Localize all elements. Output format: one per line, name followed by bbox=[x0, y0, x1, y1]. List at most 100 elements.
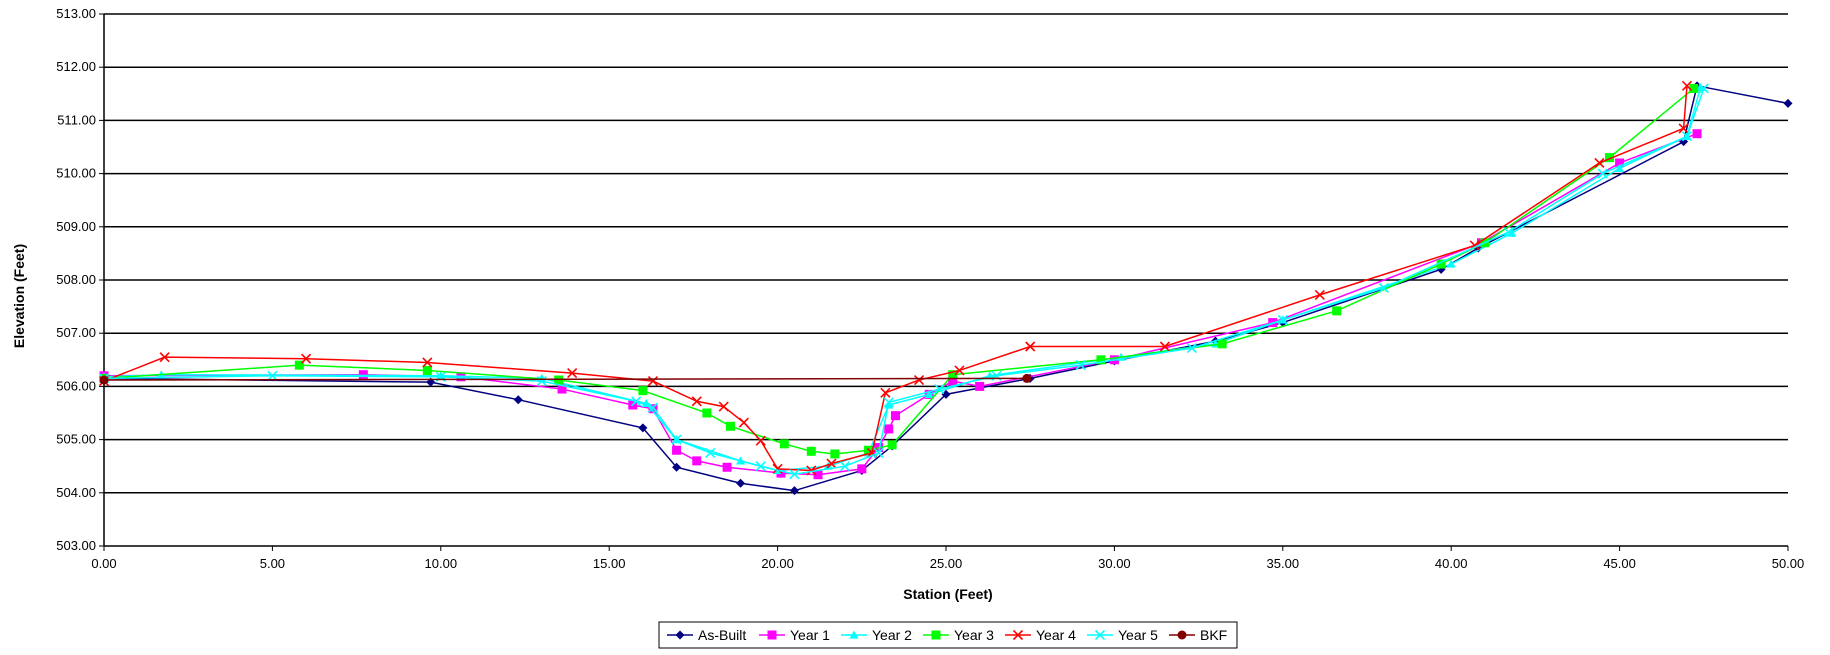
data-point-year-4 bbox=[1594, 157, 1605, 169]
data-point-year-1 bbox=[1615, 158, 1625, 168]
data-point-year-3 bbox=[1096, 355, 1106, 365]
legend-swatch-marker bbox=[767, 630, 777, 640]
x-tick-label: 20.00 bbox=[761, 556, 794, 571]
marker-stroke bbox=[873, 447, 884, 458]
data-point-year-4 bbox=[772, 463, 783, 474]
data-point-year-3 bbox=[725, 421, 735, 431]
data-point-year-4 bbox=[806, 465, 817, 476]
data-point-bkf bbox=[1022, 373, 1032, 383]
legend-swatch-marker bbox=[849, 630, 859, 639]
data-point-year-1 bbox=[672, 445, 682, 455]
data-point-year-5 bbox=[1597, 168, 1608, 179]
series-year-5 bbox=[98, 83, 1709, 480]
data-point-bkf bbox=[99, 375, 109, 385]
data-point-year-3 bbox=[422, 365, 432, 375]
data-point-year-4 bbox=[1025, 341, 1036, 352]
legend-item-year-3: Year 3 bbox=[923, 627, 994, 643]
data-point-as-built bbox=[638, 423, 648, 433]
series-line-year-5 bbox=[103, 88, 1705, 475]
marker-stroke bbox=[954, 365, 965, 376]
data-point-year-3 bbox=[1332, 306, 1342, 316]
marker-stroke bbox=[691, 396, 702, 407]
x-tick-label: 50.00 bbox=[1772, 556, 1805, 571]
data-point-year-5 bbox=[1277, 314, 1288, 325]
marker-stroke bbox=[755, 461, 766, 472]
series-line-year-4 bbox=[103, 85, 1688, 472]
data-point-year-4 bbox=[880, 387, 891, 398]
data-point-year-1 bbox=[813, 470, 823, 480]
marker-stroke bbox=[536, 376, 547, 387]
grid-lines bbox=[104, 13, 1788, 494]
data-point-year-3 bbox=[1689, 83, 1699, 93]
data-point-year-4 bbox=[159, 352, 170, 363]
marker-stroke bbox=[631, 396, 642, 407]
data-point-year-5 bbox=[1681, 131, 1693, 142]
marker-stroke bbox=[883, 397, 894, 408]
data-point-year-3 bbox=[1604, 153, 1614, 163]
data-point-year-4 bbox=[913, 374, 925, 386]
series-year-1 bbox=[99, 129, 1702, 480]
data-point-year-2 bbox=[1446, 259, 1456, 268]
x-tick-label: 15.00 bbox=[593, 556, 626, 571]
data-point-year-4 bbox=[738, 417, 749, 428]
data-point-year-5 bbox=[1503, 227, 1514, 238]
series-line-year-2 bbox=[103, 87, 1702, 472]
marker-stroke bbox=[1678, 123, 1689, 134]
series-line-year-3 bbox=[103, 87, 1695, 455]
x-tick-label: 10.00 bbox=[425, 556, 458, 571]
data-point-as-built bbox=[789, 486, 799, 496]
data-point-year-5 bbox=[267, 370, 278, 381]
data-point-as-built bbox=[736, 478, 746, 488]
marker-stroke bbox=[789, 469, 800, 480]
data-point-year-3 bbox=[887, 440, 897, 450]
marker-stroke bbox=[1378, 282, 1389, 294]
legend-item-as-built: As-Built bbox=[667, 627, 746, 643]
series-year-4 bbox=[98, 80, 1693, 476]
marker-stroke bbox=[806, 465, 817, 476]
y-tick-label: 503.00 bbox=[56, 538, 96, 553]
marker-stroke bbox=[647, 402, 659, 413]
data-point-year-4 bbox=[1681, 80, 1693, 91]
data-point-year-3 bbox=[779, 439, 789, 449]
y-tick-label: 506.00 bbox=[56, 378, 96, 393]
data-point-year-4 bbox=[1159, 341, 1170, 352]
data-point-year-5 bbox=[671, 434, 682, 445]
y-tick-label: 504.00 bbox=[56, 485, 96, 500]
legend-label: BKF bbox=[1200, 627, 1227, 643]
data-point-year-1 bbox=[975, 381, 985, 391]
marker-stroke bbox=[301, 353, 312, 364]
legend-swatch-marker bbox=[931, 630, 941, 640]
data-point-year-3 bbox=[830, 449, 840, 459]
data-point-year-5 bbox=[1698, 83, 1709, 94]
marker-stroke bbox=[1681, 80, 1693, 91]
y-tick-label: 511.00 bbox=[57, 112, 96, 127]
marker-stroke bbox=[647, 376, 659, 387]
marker-stroke bbox=[772, 463, 783, 474]
data-point-year-3 bbox=[806, 446, 816, 456]
legend-item-year-1: Year 1 bbox=[759, 627, 830, 643]
x-tick-label: 30.00 bbox=[1098, 556, 1131, 571]
legend-item-bkf: BKF bbox=[1169, 627, 1227, 643]
data-point-year-5 bbox=[1075, 360, 1086, 371]
y-tick-label: 509.00 bbox=[56, 219, 96, 234]
data-point-as-built bbox=[672, 462, 682, 472]
data-point-as-built bbox=[513, 395, 523, 405]
legend-label: Year 3 bbox=[954, 627, 994, 643]
data-point-year-4 bbox=[691, 396, 702, 407]
marker-stroke bbox=[718, 401, 729, 412]
data-point-year-1 bbox=[857, 464, 867, 474]
data-point-year-4 bbox=[422, 357, 433, 368]
legend-label: Year 1 bbox=[790, 627, 830, 643]
data-point-year-1 bbox=[692, 456, 702, 466]
x-tick-labels: 0.00 5.00 10.00 15.00 20.00 25.00 30.00 35.00 40… bbox=[91, 556, 1804, 571]
legend-label: Year 5 bbox=[1118, 627, 1158, 643]
marker-stroke bbox=[267, 370, 278, 381]
marker-stroke bbox=[1597, 168, 1608, 179]
marker-stroke bbox=[1503, 227, 1514, 238]
data-point-year-5 bbox=[883, 397, 894, 408]
data-point-year-5 bbox=[1378, 282, 1389, 294]
data-point-as-built bbox=[941, 389, 951, 399]
series-as-built bbox=[99, 81, 1793, 496]
data-point-year-3 bbox=[1217, 339, 1227, 349]
marker-stroke bbox=[1277, 314, 1288, 325]
